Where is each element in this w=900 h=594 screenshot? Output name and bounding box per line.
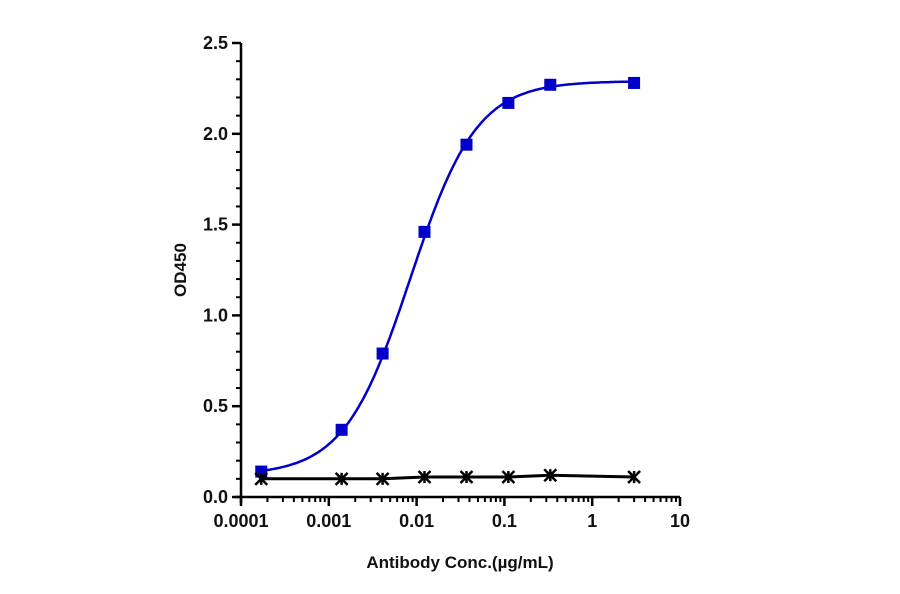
data-point-asterisk — [501, 470, 516, 484]
data-point-asterisk — [627, 470, 641, 484]
y-tick-label: 1.5 — [203, 215, 228, 235]
data-point-asterisk — [254, 471, 269, 486]
x-tick-label: 0.0001 — [213, 511, 268, 531]
data-point-square — [544, 78, 557, 91]
plot-area — [254, 76, 641, 486]
series-antibody — [255, 76, 641, 478]
x-tick-label: 10 — [670, 511, 690, 531]
x-tick-label: 0.001 — [306, 511, 351, 531]
data-point-square — [502, 96, 515, 109]
data-point-square — [628, 76, 641, 89]
y-tick-label: 2.5 — [203, 33, 228, 53]
data-point-square — [335, 423, 348, 436]
fit-curve — [261, 80, 635, 473]
x-axis-title: Antibody Conc.(µg/mL) — [366, 553, 553, 572]
y-tick-label: 0.0 — [203, 487, 228, 507]
data-point-asterisk — [459, 470, 474, 484]
data-point-square — [255, 465, 268, 478]
data-point-square — [418, 225, 431, 238]
data-point-asterisk — [334, 471, 349, 486]
y-axis: 0.0 0.5 1.0 1.5 2.0 2.5 — [203, 33, 243, 507]
data-point-square — [376, 347, 389, 360]
data-point-asterisk — [543, 468, 558, 483]
y-tick-label: 0.5 — [203, 396, 228, 416]
data-point-asterisk — [417, 470, 432, 484]
x-axis: 0.0001 0.001 0.01 0.1 1 10 — [213, 495, 690, 531]
control-line — [261, 473, 635, 481]
x-tick-label: 1 — [587, 511, 597, 531]
x-tick-label: 0.1 — [492, 511, 517, 531]
data-point-square — [460, 138, 473, 151]
y-axis-title: OD450 — [171, 243, 190, 297]
x-tick-label: 0.01 — [399, 511, 434, 531]
y-tick-label: 1.0 — [203, 305, 228, 325]
series-control — [254, 468, 641, 486]
data-point-asterisk — [375, 471, 390, 486]
y-tick-label: 2.0 — [203, 124, 228, 144]
